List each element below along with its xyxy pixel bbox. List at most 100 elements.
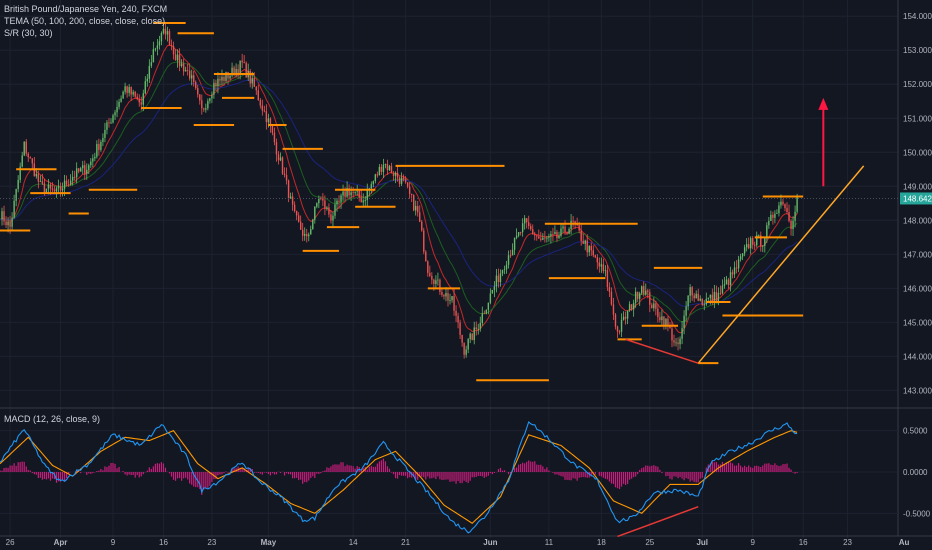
candle-body [624, 316, 627, 319]
candle-body [277, 154, 280, 161]
candle-body [281, 157, 284, 174]
macd-divergence-line [617, 506, 699, 538]
candle-body [459, 322, 461, 335]
symbol-title[interactable]: British Pound/Japanese Yen, 240, FXCM [4, 4, 168, 14]
candle-body [193, 75, 195, 82]
candle-body [471, 333, 473, 341]
candle-body [431, 275, 433, 280]
candle-body [265, 111, 268, 123]
candle-body [743, 247, 746, 254]
candle-body [148, 65, 151, 79]
candle-body [453, 296, 455, 311]
candle-body [499, 273, 502, 283]
candle-body [73, 176, 76, 178]
candle-body [82, 165, 84, 169]
candle-body [770, 214, 772, 222]
candle-body [536, 235, 538, 237]
candle-body [320, 198, 322, 200]
candle-body [534, 234, 536, 236]
candle-body [243, 62, 245, 63]
candle-body [586, 240, 588, 253]
candle-body [546, 237, 548, 239]
tema-legend[interactable]: TEMA (50, 100, 200, close, close, close) [4, 16, 166, 26]
candle-body [538, 236, 540, 239]
candle-body [530, 226, 532, 230]
candle-body [679, 338, 681, 345]
candle-body [578, 225, 580, 231]
candle-body [449, 300, 451, 302]
candle-body [273, 132, 276, 143]
candle-body [739, 256, 742, 260]
candle-body [429, 272, 431, 276]
candle-body [188, 70, 191, 79]
candle-body [352, 192, 354, 194]
candle-body [49, 184, 52, 189]
candle-body [118, 101, 120, 107]
candle-body [84, 165, 86, 174]
time-tick-label: 25 [645, 538, 654, 547]
candle-body [170, 45, 173, 47]
candle-body [552, 234, 554, 235]
candle-body [75, 168, 78, 178]
candle-body [487, 302, 490, 310]
candle-body [610, 291, 613, 305]
candle-body [667, 318, 669, 326]
candle-body [525, 218, 528, 223]
candle-body [245, 62, 247, 78]
candle-body [168, 31, 171, 46]
candle-body [27, 153, 29, 158]
candle-body [596, 257, 599, 263]
candle-body [683, 315, 685, 329]
candle-body [697, 293, 699, 301]
candle-body [681, 328, 683, 339]
candle-body [532, 229, 534, 235]
candle-body [178, 54, 181, 67]
candle-body [634, 291, 637, 304]
tema-200-line [0, 79, 798, 307]
candle-body [588, 245, 590, 253]
candle-body [340, 195, 342, 202]
candle-body [29, 157, 31, 159]
candle-body [227, 72, 229, 79]
candle-body [433, 279, 435, 284]
candle-body [370, 184, 373, 189]
candle-body [104, 129, 106, 138]
last-price-tag [900, 192, 932, 205]
macd-legend[interactable]: MACD (12, 26, close, 9) [4, 414, 101, 424]
candle-body [116, 106, 118, 113]
candle-body [316, 203, 318, 207]
sr-legend[interactable]: S/R (30, 30) [4, 28, 53, 38]
candle-body [663, 316, 665, 326]
candle-body [404, 179, 407, 183]
candle-body [671, 328, 673, 341]
candle-body [338, 200, 340, 202]
candle-body [330, 214, 332, 221]
candle-body [5, 221, 7, 226]
candle-body [548, 236, 550, 238]
candle-body [195, 81, 197, 89]
candle-body [711, 294, 714, 301]
macd-line [0, 421, 798, 534]
candle-body [612, 304, 615, 315]
candle-body [503, 269, 506, 271]
candle-body [701, 298, 703, 305]
candle-body [205, 108, 207, 110]
rising-trendline [697, 165, 865, 364]
candle-body [152, 49, 155, 63]
candle-body [376, 174, 379, 176]
candle-body [334, 204, 336, 216]
price-tick-label: 153.000 [903, 46, 932, 55]
time-tick-label: Jun [483, 538, 497, 547]
candle-body [201, 100, 203, 109]
candle-body [677, 342, 679, 345]
candle-body [233, 67, 235, 76]
candle-body [23, 141, 25, 156]
candle-body [140, 102, 142, 105]
price-tick-label: 150.000 [903, 148, 932, 157]
candle-body [792, 220, 794, 230]
candle-body [124, 86, 126, 92]
candle-body [645, 290, 647, 295]
tema-100-line [0, 61, 798, 323]
